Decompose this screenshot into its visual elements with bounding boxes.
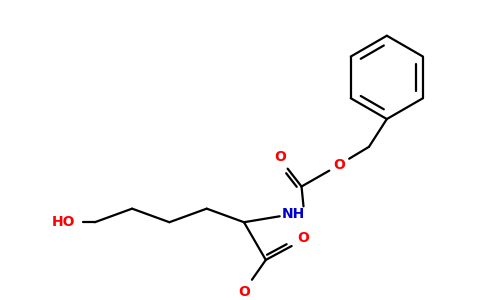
Text: O: O: [274, 150, 286, 164]
Text: NH: NH: [282, 207, 305, 221]
Text: HO: HO: [51, 215, 75, 229]
Text: O: O: [238, 285, 250, 299]
Text: O: O: [333, 158, 345, 172]
Text: O: O: [298, 231, 309, 245]
